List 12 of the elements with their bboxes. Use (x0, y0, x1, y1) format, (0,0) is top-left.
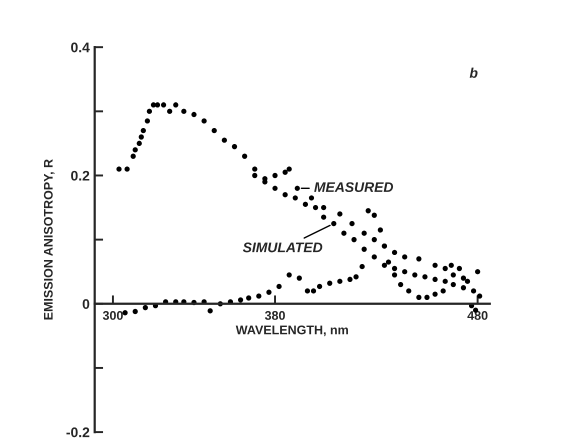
x-tick-label: 300 (102, 311, 123, 320)
x-tick-label: 380 (264, 311, 285, 320)
y-tick-label: -0.2 (66, 427, 90, 438)
y-axis-title: EMISSION ANISOTROPY, R (44, 159, 55, 320)
x-axis-title: WAVELENGTH, nm (236, 325, 348, 336)
annotation: SIMULATED (242, 242, 322, 252)
x-tick-label: 480 (467, 311, 488, 320)
y-tick-label: 0.4 (71, 42, 90, 52)
annotation: b (470, 68, 478, 78)
y-tick-label: 0.2 (71, 170, 90, 181)
y-tick-label: 0 (82, 299, 90, 309)
annotation: MEASURED (314, 182, 394, 192)
